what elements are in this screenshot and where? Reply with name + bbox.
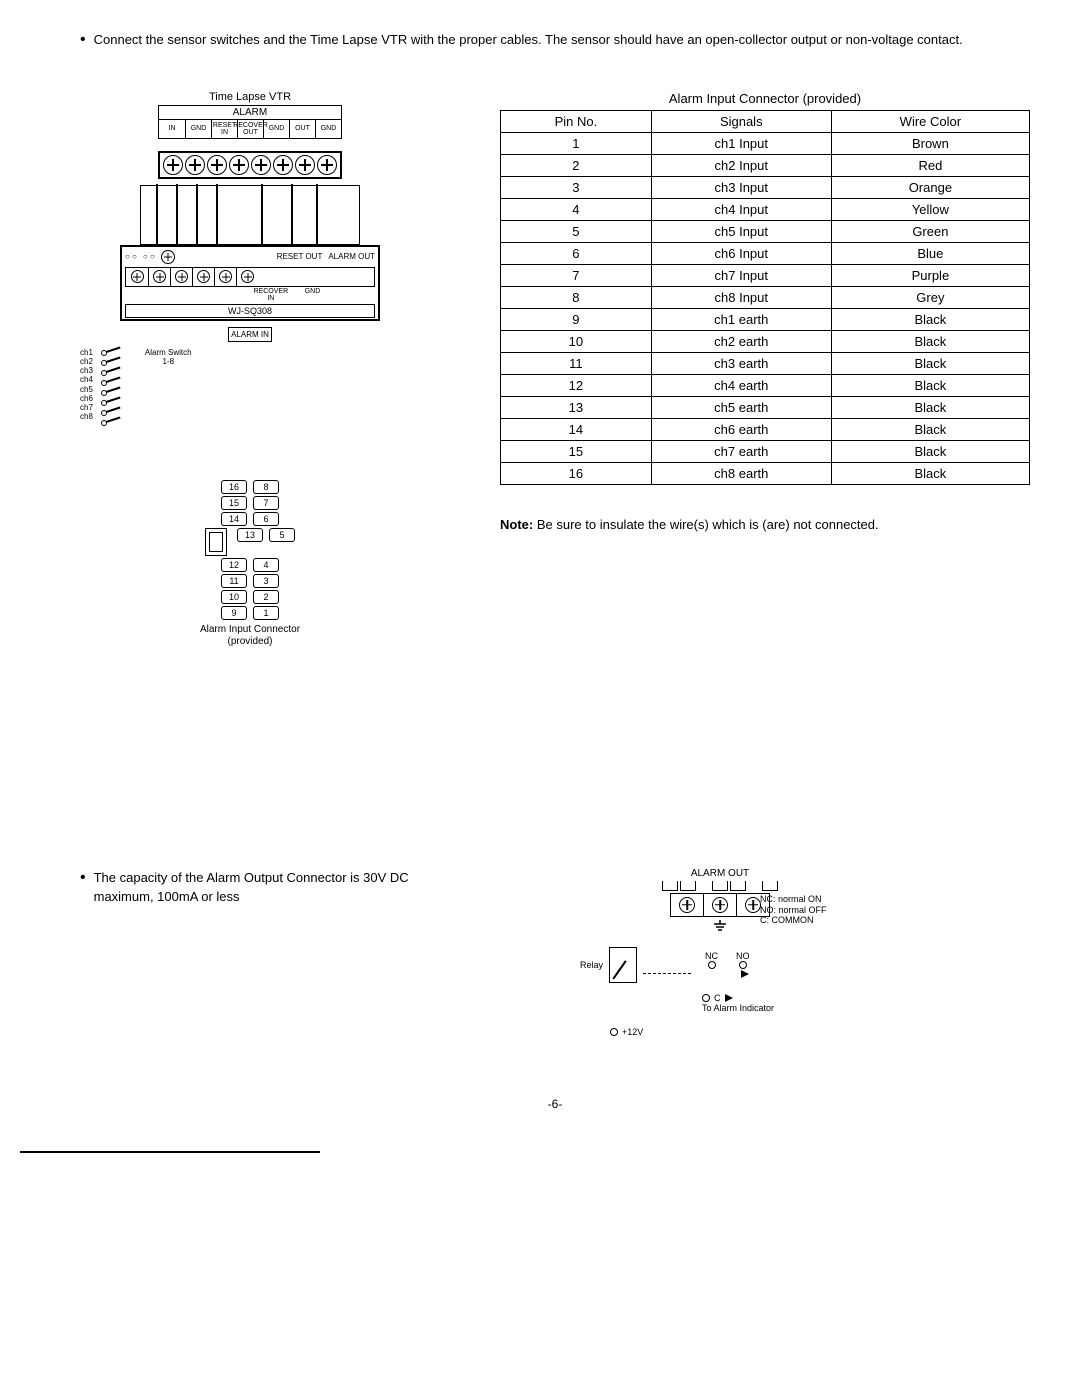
table-row: 16ch8 earthBlack [501,462,1030,484]
channel-label: ch6 [80,394,93,403]
channel-label: ch5 [80,385,93,394]
connector-pinout: 16 8 15 7 14 6 13 5 12 4 11 3 10 291 Alarm Input Conn… [200,478,300,648]
intro-paragraph: • Connect the sensor switches and the Ti… [80,30,1030,51]
table-row: 6ch6 InputBlue [501,242,1030,264]
reset-out-label: RESET OUT [277,252,323,261]
lower-bullet: • The capacity of the Alarm Output Conne… [80,868,460,907]
alarm-in-label: ALARM IN [228,327,272,342]
plus-12v: +12V [610,1027,860,1037]
vtr-caption: Time Lapse VTR [80,91,420,103]
alarm-cell: GND [263,120,289,138]
table-row: 3ch3 InputOrange [501,176,1030,198]
table-row: 9ch1 earthBlack [501,308,1030,330]
pin: 8 [253,480,279,494]
alarm-out-diagram: ALARM OUT NC: normal ON NO: normal OFF C… [580,868,860,1037]
channel-label: ch4 [80,375,93,384]
table-row: 1ch1 InputBrown [501,132,1030,154]
alarm-cell: RECOVER OUT [237,120,263,138]
relay-box [609,947,637,983]
pin: 4 [253,558,279,572]
bullet-dot: • [80,30,86,51]
table-row: 12ch4 earthBlack [501,374,1030,396]
pin: 2 [253,590,279,604]
alarm-cell: IN [159,120,185,138]
relay-label: Relay [580,960,603,970]
pin: 7 [253,496,279,510]
table-row: 14ch6 earthBlack [501,418,1030,440]
vtr-alarm-box: ALARM INGNDRESET INRECOVER OUTGNDOUTGND [158,105,342,139]
pin: 11 [221,574,247,588]
wiring-diagram: Time Lapse VTR ALARM INGNDRESET INRECOVE… [80,91,420,648]
alarm-out-strip [670,893,770,917]
channel-label: ch8 [80,412,93,421]
common-out: C To Alarm Indicator [702,993,860,1013]
table-row: 5ch5 InputGreen [501,220,1030,242]
switch-symbol [103,418,131,428]
channel-label: ch1 [80,348,93,357]
table-row: 7ch7 InputPurple [501,264,1030,286]
sq308-block: ○ ○○ ○ RESET OUT ALARM OUT RECOVER IN GN… [120,245,380,321]
table-header: Pin No. [501,110,652,132]
gnd-label: GND [292,288,334,302]
recover-in-label: RECOVER IN [250,288,292,302]
pin: 12 [221,558,247,572]
alarm-cell: OUT [289,120,315,138]
pin: 13 [237,528,263,542]
pin: 9 [221,606,247,620]
alarm-out-legend: NC: normal ON NO: normal OFF C: COMMON [760,894,827,926]
table-row: 10ch2 earthBlack [501,330,1030,352]
page-number: -6- [80,1097,1030,1111]
table-header: Signals [651,110,831,132]
pin: 6 [253,512,279,526]
pin: 10 [221,590,247,604]
table-row: 2ch2 InputRed [501,154,1030,176]
alarm-out-title: ALARM OUT [580,868,860,879]
bottom-rule [20,1151,320,1153]
alarm-cell: GND [185,120,211,138]
channel-label: ch3 [80,366,93,375]
alarm-cell: GND [315,120,341,138]
pin: 15 [221,496,247,510]
table-row: 13ch5 earthBlack [501,396,1030,418]
table-row: 15ch7 earthBlack [501,440,1030,462]
alarm-switch-block: ch1ch2ch3ch4ch5ch6ch7ch8 Alarm Switch 1-… [80,348,420,428]
alarm-switch-label: Alarm Switch [145,348,192,358]
lower-bullet-text: The capacity of the Alarm Output Connect… [94,868,460,907]
pin-table: Pin No.SignalsWire Color 1ch1 InputBrown… [500,110,1030,485]
pin: 1 [253,606,279,620]
pin: 16 [221,480,247,494]
table-row: 4ch4 InputYellow [501,198,1030,220]
table-header: Wire Color [831,110,1029,132]
intro-text: Connect the sensor switches and the Time… [94,30,963,51]
channel-label: ch7 [80,403,93,412]
pin: 5 [269,528,295,542]
switch-range: 1-8 [145,357,192,367]
table-title: Alarm Input Connector (provided) [500,91,1030,106]
pin: 3 [253,574,279,588]
alarm-title: ALARM [159,106,341,120]
model-label: WJ-SQ308 [125,304,375,318]
wire-run [140,185,360,245]
channel-label: ch2 [80,357,93,366]
connector-caption-1: Alarm Input Connector [200,624,300,636]
note: Note: Be sure to insulate the wire(s) wh… [500,515,1030,535]
note-text: Be sure to insulate the wire(s) which is… [537,517,879,532]
note-label: Note: [500,517,533,532]
vtr-terminal-strip [158,151,342,179]
connector-plug [205,528,227,556]
connector-caption-2: (provided) [200,636,300,648]
pin: 14 [221,512,247,526]
dashed-link [643,973,691,974]
table-row: 11ch3 earthBlack [501,352,1030,374]
alarm-out-label: ALARM OUT [328,252,375,261]
table-row: 8ch8 InputGrey [501,286,1030,308]
